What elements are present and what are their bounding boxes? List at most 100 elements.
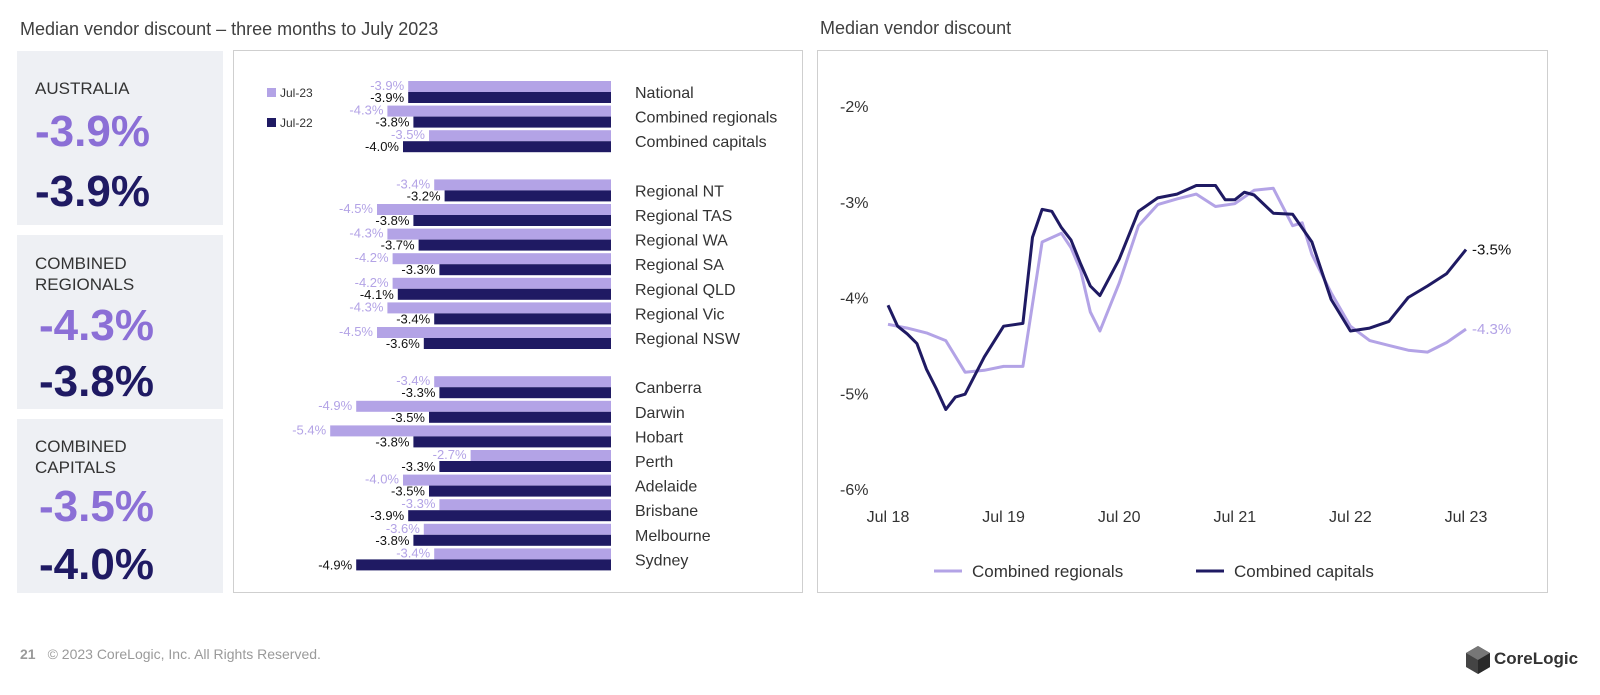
data-label-jul23: -4.9%	[318, 398, 352, 413]
data-label-jul22: -3.9%	[370, 508, 404, 523]
card-value-jul23: -4.3%	[39, 301, 154, 350]
bar-jul23	[439, 499, 611, 511]
data-label-jul22: -3.6%	[386, 336, 420, 351]
data-label-jul22: -3.7%	[381, 238, 415, 253]
data-label-jul23: -3.4%	[396, 373, 430, 388]
data-label-jul23: -4.2%	[355, 250, 389, 265]
category-label: National	[635, 85, 694, 102]
copyright: © 2023 CoreLogic, Inc. All Rights Reserv…	[47, 646, 321, 662]
data-label-jul22: -3.3%	[401, 459, 435, 474]
category-label: Brisbane	[635, 503, 698, 520]
card-value-jul22: -3.9%	[35, 167, 150, 216]
category-label: Regional SA	[635, 257, 724, 274]
bar-jul23	[330, 425, 611, 437]
category-label: Adelaide	[635, 479, 697, 496]
data-label-jul22: -3.8%	[375, 533, 409, 548]
card-label: AUSTRALIA	[35, 79, 130, 98]
category-label: Regional NT	[635, 183, 724, 200]
data-label-jul23: -4.3%	[349, 103, 383, 118]
data-label-jul22: -4.9%	[318, 557, 352, 572]
category-label: Regional NSW	[635, 331, 741, 348]
category-label: Darwin	[635, 405, 685, 422]
x-tick-label: Jul 20	[1098, 509, 1141, 526]
data-label-jul22: -3.2%	[407, 188, 441, 203]
bar-jul22	[429, 411, 611, 423]
card-value-jul22: -4.0%	[39, 540, 154, 589]
category-label: Sydney	[635, 552, 688, 569]
y-tick-label: -5%	[840, 386, 868, 403]
category-label: Canberra	[635, 380, 702, 397]
data-label-jul22: -3.4%	[396, 311, 430, 326]
x-tick-label: Jul 19	[982, 509, 1025, 526]
legend-label: Combined regionals	[972, 562, 1123, 581]
bar-jul23	[434, 179, 611, 191]
data-label-jul22: -3.5%	[391, 484, 425, 499]
page-number: 21	[20, 646, 36, 662]
data-label-jul22: -3.3%	[401, 385, 435, 400]
category-label: Combined regionals	[635, 110, 777, 127]
data-label-jul23: -2.7%	[433, 447, 467, 462]
data-label-jul22: -3.9%	[370, 90, 404, 105]
bar-jul22	[429, 485, 611, 497]
australia-card: AUSTRALIA -3.9% -3.9%	[17, 51, 223, 225]
bar-jul22	[356, 559, 611, 571]
legend-label: Jul-23	[280, 86, 313, 100]
bar-jul22	[434, 313, 611, 325]
bar-jul23	[408, 81, 611, 92]
line-chart: -2% -3% -4% -5% -6% Jul 18 Jul 19 Jul 20 Jul 21 J…	[840, 99, 1511, 581]
x-tick-label: Jul 21	[1213, 509, 1256, 526]
legend-swatch	[267, 88, 276, 97]
data-label-jul22: -3.3%	[401, 262, 435, 277]
bar-jul22	[439, 387, 611, 399]
bar-jul23	[387, 302, 611, 314]
data-label-jul22: -3.8%	[375, 434, 409, 449]
corelogic-logo-icon	[1466, 646, 1490, 674]
bar-jul22	[413, 534, 611, 546]
card-label: COMBINED CAPITALS	[35, 437, 127, 477]
bar-jul23	[387, 228, 611, 240]
combined-regionals-card: COMBINED REGIONALS -4.3% -3.8%	[17, 235, 223, 409]
card-value-jul23: -3.9%	[35, 107, 150, 156]
bar-jul22	[423, 338, 611, 349]
y-tick-label: -4%	[840, 291, 868, 308]
category-label: Regional WA	[635, 233, 728, 250]
bar-jul23	[403, 474, 611, 486]
data-label-jul23: -3.3%	[401, 496, 435, 511]
data-label-jul22: -3.5%	[391, 410, 425, 425]
y-tick-label: -2%	[840, 99, 868, 116]
bar-jul22	[413, 116, 611, 128]
category-label: Regional TAS	[635, 208, 732, 225]
combined-capitals-card: COMBINED CAPITALS -3.5% -4.0%	[17, 419, 223, 593]
bar-jul23	[434, 376, 611, 388]
data-label-jul23: -4.3%	[349, 299, 383, 314]
bar-jul23	[356, 400, 611, 412]
category-label: Melbourne	[635, 528, 711, 545]
data-label-jul23: -4.2%	[355, 275, 389, 290]
end-label: -4.3%	[1472, 321, 1511, 338]
line-chart-panel: -2% -3% -4% -5% -6% Jul 18 Jul 19 Jul 20 Jul 21 J…	[817, 50, 1548, 593]
bar-jul23	[423, 523, 611, 535]
left-chart-title: Median vendor discount – three months to…	[20, 19, 439, 39]
bar-jul22	[413, 215, 611, 226]
data-label-jul23: -5.4%	[292, 422, 326, 437]
data-label-jul23: -3.4%	[396, 545, 430, 560]
category-label: Perth	[635, 454, 673, 471]
bar-jul23	[377, 204, 611, 215]
combined-regionals-line	[887, 186, 1467, 374]
data-label-jul23: -3.4%	[396, 176, 430, 191]
data-label-jul22: -3.8%	[375, 213, 409, 228]
category-label: Regional QLD	[635, 282, 736, 299]
bar-jul23	[434, 548, 611, 560]
data-label-jul23: -3.6%	[386, 521, 420, 536]
category-label: Hobart	[635, 429, 684, 446]
card-value-jul23: -3.5%	[39, 482, 154, 531]
category-label: Regional Vic	[635, 306, 725, 323]
y-tick-label: -6%	[840, 482, 868, 499]
data-label-jul22: -4.0%	[365, 139, 399, 154]
bar-jul22	[397, 288, 611, 300]
bar-jul22	[408, 510, 611, 522]
bar-jul22	[403, 141, 611, 153]
bar-jul22	[408, 92, 611, 103]
footer: 21 © 2023 CoreLogic, Inc. All Rights Rese…	[20, 646, 321, 662]
